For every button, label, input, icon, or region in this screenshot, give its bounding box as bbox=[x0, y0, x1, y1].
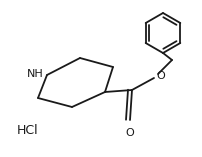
Text: HCl: HCl bbox=[17, 124, 39, 136]
Text: NH: NH bbox=[26, 69, 43, 79]
Text: O: O bbox=[125, 128, 134, 138]
Text: O: O bbox=[156, 71, 165, 81]
